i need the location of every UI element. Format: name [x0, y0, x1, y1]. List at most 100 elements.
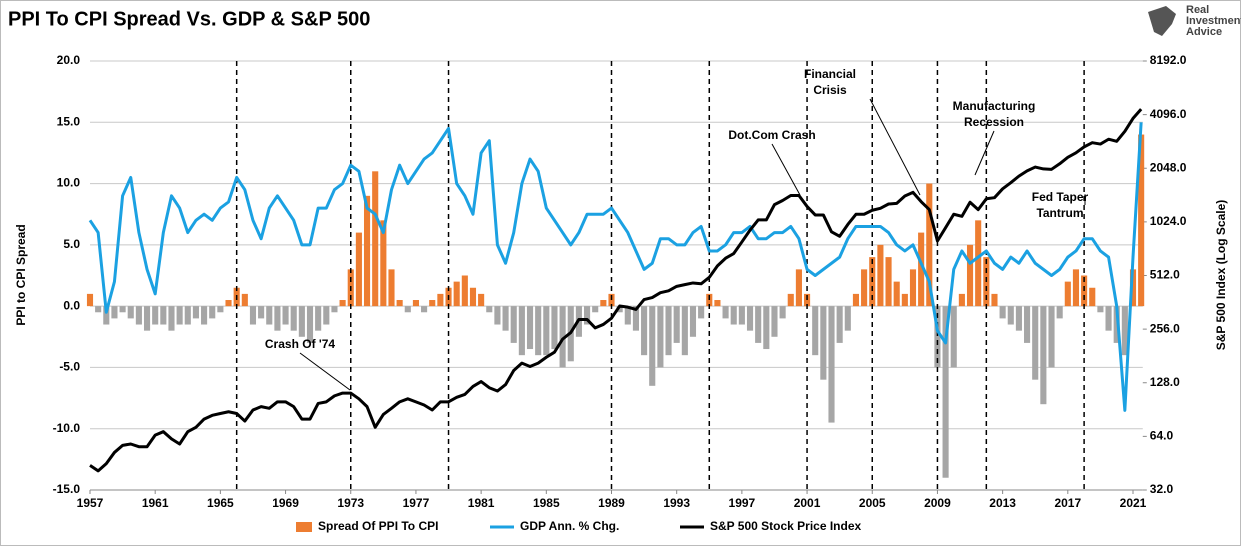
y-axis-label: PPI to CPI Spread	[14, 224, 28, 325]
bar	[755, 306, 762, 343]
bar	[176, 306, 183, 325]
bar	[209, 306, 216, 319]
x-tick-label: 1965	[207, 496, 234, 510]
bar	[1032, 306, 1039, 380]
bar	[201, 306, 208, 325]
bar	[412, 300, 419, 307]
bar	[502, 306, 509, 331]
bar	[143, 306, 151, 331]
bar	[290, 306, 297, 331]
bar	[1007, 306, 1014, 325]
bar	[1048, 306, 1055, 368]
bar	[510, 306, 517, 343]
x-tick-label: 2001	[794, 496, 821, 510]
bar	[820, 306, 827, 380]
bar	[486, 306, 493, 313]
legend-label: Spread Of PPI To CPI	[318, 519, 438, 533]
x-tick-label: 1977	[403, 496, 430, 510]
bar	[999, 306, 1006, 319]
bar	[282, 306, 289, 325]
bar	[1064, 281, 1071, 307]
bar	[624, 306, 631, 325]
bar	[111, 306, 118, 319]
bar	[135, 306, 142, 325]
bar	[372, 171, 379, 307]
bar	[836, 306, 843, 343]
bar	[363, 195, 371, 307]
bar	[787, 293, 794, 307]
bar	[746, 306, 754, 331]
x-tick-label: 1997	[729, 496, 756, 510]
bar	[1138, 134, 1145, 307]
bar	[241, 293, 248, 307]
bar	[429, 300, 436, 307]
bar	[861, 269, 868, 307]
bar	[730, 306, 737, 325]
y-tick-label: 10.0	[57, 176, 81, 190]
logo-text: Advice	[1186, 26, 1222, 38]
bar	[877, 244, 884, 307]
bar	[738, 306, 745, 325]
bar	[421, 306, 428, 313]
bar	[600, 300, 607, 307]
bar	[168, 306, 175, 331]
legend-label: S&P 500 Stock Price Index	[710, 519, 862, 533]
bar	[306, 306, 314, 343]
bar	[1105, 306, 1112, 331]
annotation: Fed Taper	[1032, 190, 1089, 204]
bar	[551, 306, 558, 350]
bar	[698, 306, 705, 319]
y2-tick-label: 256.0	[1150, 321, 1180, 335]
bar	[331, 306, 338, 313]
y-tick-label: 20.0	[57, 53, 81, 67]
bar	[901, 293, 908, 307]
bar	[852, 293, 860, 307]
bar	[152, 306, 159, 325]
annotation-arrow	[869, 98, 921, 196]
bar	[103, 306, 110, 325]
y2-tick-label: 2048.0	[1150, 160, 1187, 174]
bar	[722, 306, 729, 319]
bar	[657, 306, 664, 368]
bar	[885, 257, 892, 307]
bar	[298, 306, 305, 337]
annotation: Financial	[804, 67, 856, 81]
bar	[689, 306, 697, 337]
x-tick-label: 2021	[1120, 496, 1147, 510]
x-tick-label: 2017	[1054, 496, 1081, 510]
chart-title: PPI To CPI Spread Vs. GDP & S&P 500	[8, 8, 370, 30]
bar	[478, 293, 485, 307]
annotation: Tantrum	[1036, 206, 1083, 220]
bar	[127, 306, 134, 319]
logo-text: Real	[1186, 4, 1209, 16]
bar	[315, 306, 322, 331]
line-series	[89, 108, 1143, 473]
y2-tick-label: 4096.0	[1150, 107, 1187, 121]
bar	[966, 244, 974, 307]
bar	[274, 306, 281, 331]
y2-tick-label: 8192.0	[1150, 53, 1187, 67]
bar	[926, 183, 933, 307]
y-tick-label: -15.0	[53, 482, 81, 496]
bar	[909, 269, 917, 307]
annotation-arrow	[974, 130, 995, 176]
bar	[1072, 269, 1080, 307]
annotation: Crisis	[813, 83, 847, 97]
bar	[1040, 306, 1047, 405]
bar	[86, 293, 94, 307]
y-tick-label: 15.0	[57, 114, 81, 128]
bar	[437, 293, 444, 307]
bar	[184, 306, 191, 325]
bar	[804, 293, 811, 307]
y-tick-label: -5.0	[59, 360, 80, 374]
bar	[583, 306, 591, 325]
bar	[1056, 306, 1063, 319]
x-tick-label: 1981	[468, 496, 495, 510]
bar	[396, 300, 403, 307]
annotation-arrow	[771, 143, 801, 196]
line-series	[88, 122, 1143, 412]
bar	[975, 220, 982, 307]
x-tick-label: 1961	[142, 496, 169, 510]
x-tick-label: 2009	[924, 496, 951, 510]
